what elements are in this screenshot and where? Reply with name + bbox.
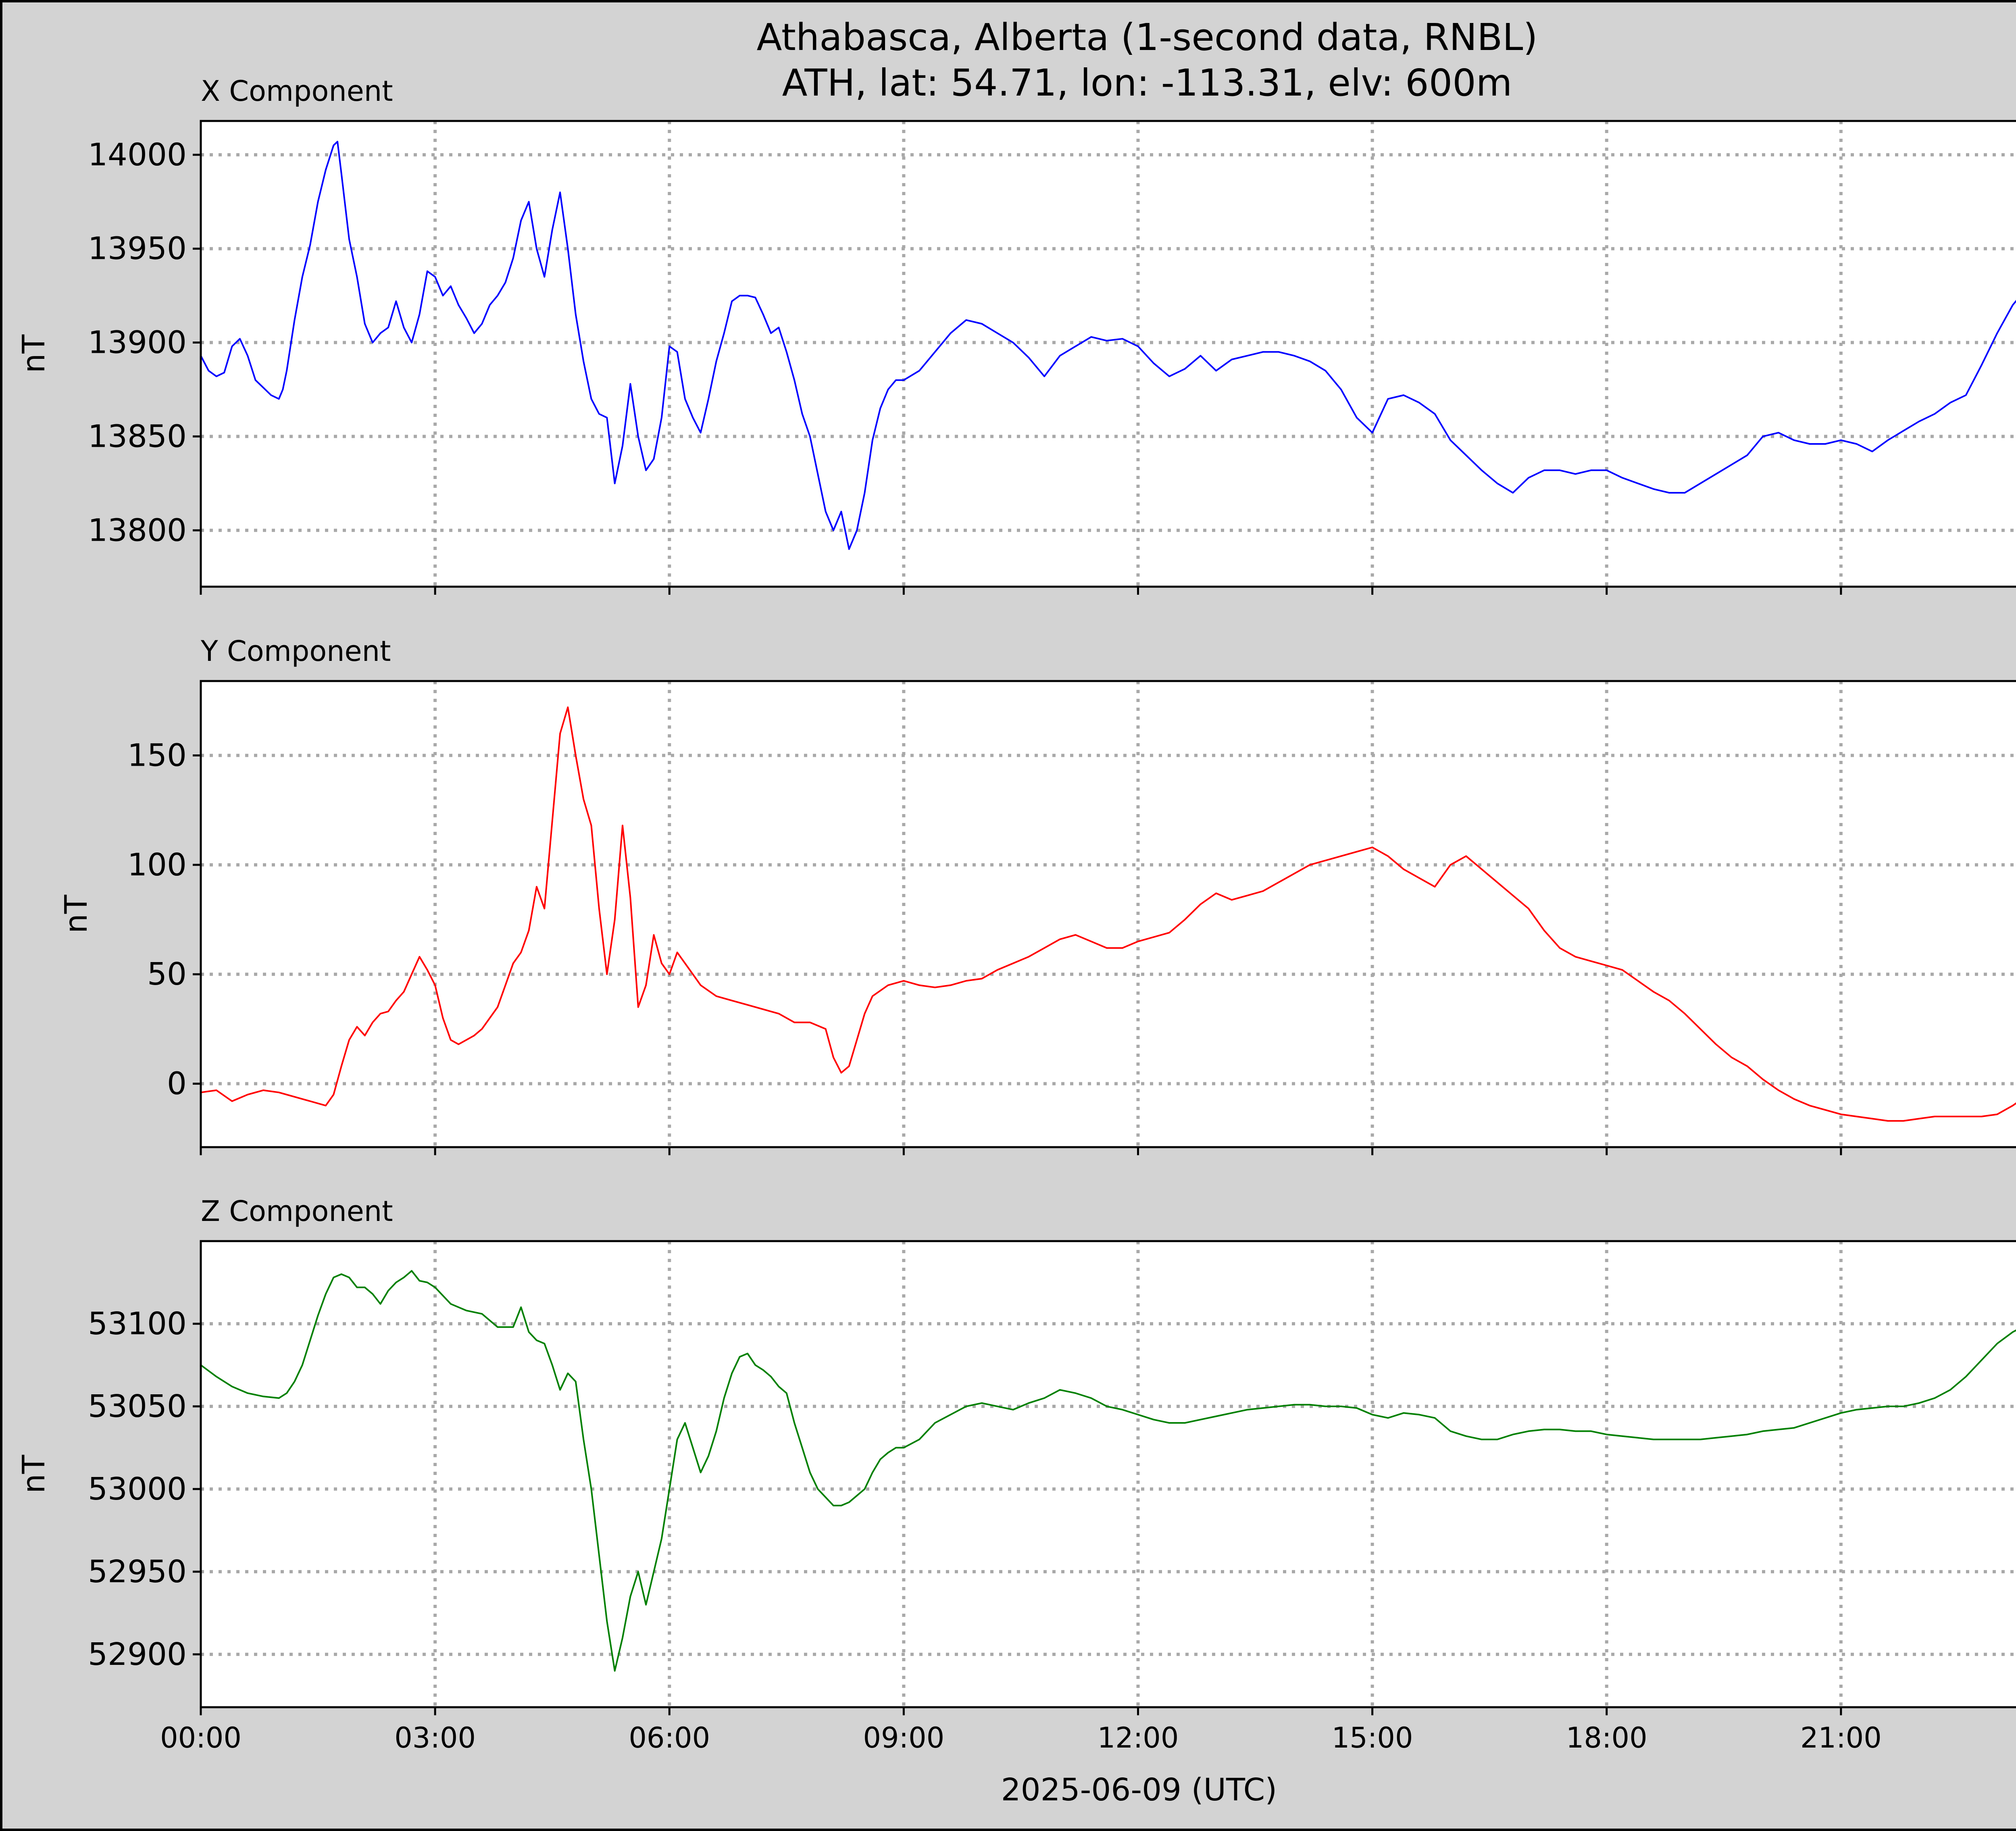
z-component-y-tick-label: 52950 <box>88 1554 187 1590</box>
x-component-title: X Component <box>201 75 393 108</box>
z-component-y-tick-label: 53050 <box>88 1389 187 1425</box>
x-axis-label: 2025-06-09 (UTC) <box>1001 1772 1277 1808</box>
x-component-y-tick-label: 13900 <box>88 325 187 361</box>
x-tick-label: 09:00 <box>863 1721 945 1754</box>
y-component-plot-area <box>201 681 2016 1147</box>
x-component-y-tick-label: 14000 <box>88 137 187 173</box>
x-component-y-axis-label: nT <box>16 334 52 373</box>
z-component-y-tick-label: 52900 <box>88 1637 187 1673</box>
y-component-title: Y Component <box>200 635 391 668</box>
y-component-y-tick-label: 50 <box>147 956 187 992</box>
z-component-y-tick-label: 53100 <box>88 1306 187 1342</box>
x-component-frame <box>200 120 2016 588</box>
z-component-series-line <box>200 1270 2016 1672</box>
x-component-y-tick-label: 13800 <box>88 512 187 548</box>
z-component-y-axis-label: nT <box>16 1454 52 1494</box>
y-component-y-axis-label: nT <box>58 894 94 933</box>
y-component-y-tick-label: 150 <box>127 738 187 774</box>
chart-subtitle: ATH, lat: 54.71, lon: -113.31, elv: 600m <box>782 61 1512 104</box>
y-component-panel: 0 50 100 150 Y Component nT <box>58 635 2016 1155</box>
z-component-y-tick-label: 53000 <box>88 1471 187 1507</box>
y-component-series-line <box>200 706 2016 1122</box>
y-component-y-tick-label: 0 <box>167 1066 187 1102</box>
z-component-frame <box>200 1240 2016 1708</box>
x-tick-label: 15:00 <box>1332 1721 1413 1754</box>
y-component-frame <box>200 680 2016 1148</box>
x-tick-label: 12:00 <box>1098 1721 1179 1754</box>
x-component-y-tick-label: 13850 <box>88 419 187 454</box>
x-component-y-tick-label: 13950 <box>88 231 187 267</box>
chart-title: Athabasca, Alberta (1-second data, RNBL) <box>757 16 1538 59</box>
x-component-series-line <box>200 141 2016 550</box>
x-tick-label: 18:00 <box>1566 1721 1647 1754</box>
x-component-plot-area <box>201 121 2016 587</box>
x-tick-label: 00:00 <box>160 1721 242 1754</box>
panels: 13800 13850 13900 13950 14000 X Component nT 0 5… <box>16 75 2016 1754</box>
z-component-title: Z Component <box>201 1195 393 1228</box>
x-tick-label: 06:00 <box>629 1721 710 1754</box>
x-component-panel: 13800 13850 13900 13950 14000 X Component nT <box>16 75 2016 595</box>
x-tick-label: 03:00 <box>394 1721 476 1754</box>
y-component-y-tick-label: 100 <box>127 847 187 883</box>
z-component-panel: 00:00 03:00 06:00 09:00 12:00 15:00 18:00 21:00… <box>16 1195 2016 1754</box>
z-component-plot-area <box>201 1241 2016 1707</box>
x-tick-label: 21:00 <box>1800 1721 1882 1754</box>
